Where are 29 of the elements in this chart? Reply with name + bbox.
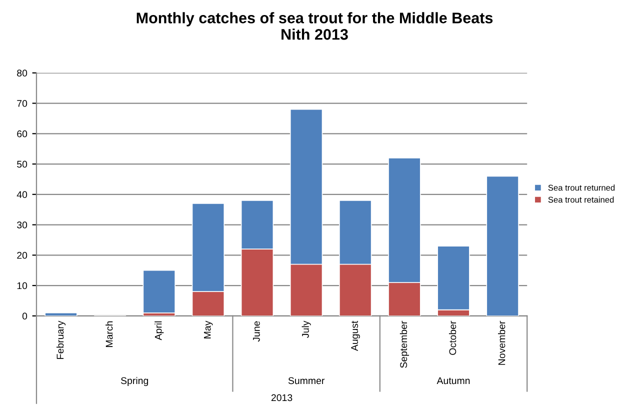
text: Summer: [288, 377, 325, 384]
y-tick-label: 50: [17, 160, 28, 168]
y-tick-label: 40: [16, 191, 28, 198]
y-tick-label: 20: [17, 252, 28, 259]
x-tick-label: June: [253, 321, 260, 342]
y-tick-label: 60: [17, 130, 28, 138]
bar: [486, 176, 519, 316]
chart-title: Monthly catches of sea trout for the Middle Beats Nith 2013: [136, 12, 493, 40]
x-tick-label: July: [302, 320, 311, 338]
x-tick-label: May: [204, 320, 213, 338]
x-tick-label: April: [154, 321, 164, 340]
x-tick-label: October: [448, 320, 456, 355]
legend-label: Sea trout returned: [548, 184, 615, 191]
text: Autumn: [436, 377, 470, 384]
bar: [44, 312, 78, 316]
y-tick-label: 70: [17, 100, 28, 107]
bar: [142, 270, 176, 314]
text: Spring: [120, 376, 148, 386]
y-tick-label: 80: [17, 70, 28, 77]
y-tick-label: 30: [17, 222, 28, 228]
x-tick-label: August: [351, 320, 360, 352]
y-tick-label: 10: [17, 282, 28, 290]
x-tick-label: March: [106, 321, 113, 347]
x-axis-title: 2013: [271, 394, 292, 402]
x-tick-label: September: [400, 320, 409, 368]
legend-label: Sea trout retained: [548, 196, 614, 203]
x-tick-label: February: [56, 320, 66, 359]
y-tick-label: 0: [22, 312, 28, 320]
x-tick-label: November: [498, 320, 506, 365]
